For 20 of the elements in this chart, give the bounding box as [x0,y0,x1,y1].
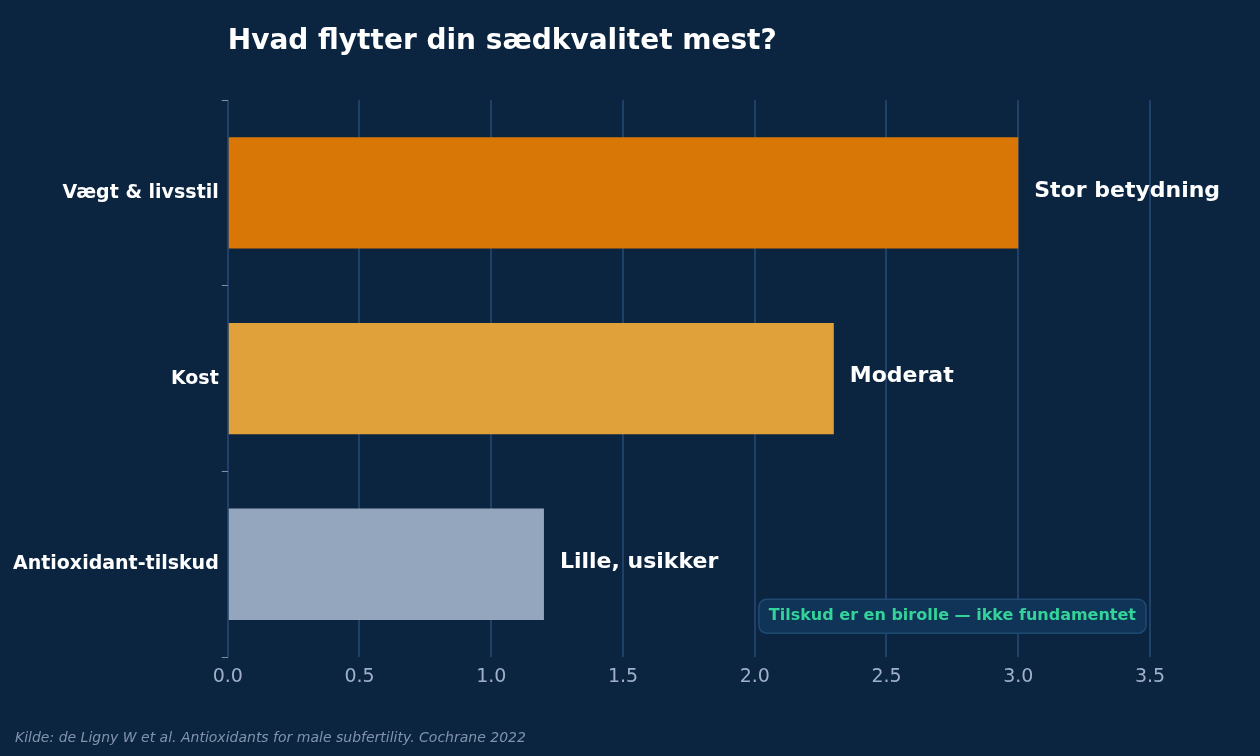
x-tick-label: 0.5 [344,663,375,686]
x-tick-label: 1.5 [607,663,639,686]
bar [228,137,1019,249]
chart-title: Hvad flytter din sædkvalitet mest? [227,23,777,57]
y-tick-label: Antioxidant-tilskud [12,551,219,574]
x-tick-label: 3.0 [1003,663,1034,686]
x-tick-label: 0.0 [212,663,243,686]
data-label: Lille, usikker [559,548,719,574]
bar [228,508,544,621]
text: Kilde: de Ligny W et al. Antioxidants for male subfertility. Cochrane 2022 [15,728,526,745]
x-tick-label: 1.0 [476,663,507,686]
y-tick-label: Vægt & livsstil [62,179,219,202]
x-tick-label: 2.0 [739,663,770,686]
x-tick-label: 2.5 [871,663,902,686]
bar [228,322,834,435]
annotation: Tilskud er en birolle — ikke fundamentet [768,605,1137,625]
data-label: Stor betydning [1034,176,1221,202]
y-tick-label: Kost [170,365,219,388]
x-tick-label: 3.5 [1134,663,1166,686]
data-label: Moderat [849,362,955,388]
